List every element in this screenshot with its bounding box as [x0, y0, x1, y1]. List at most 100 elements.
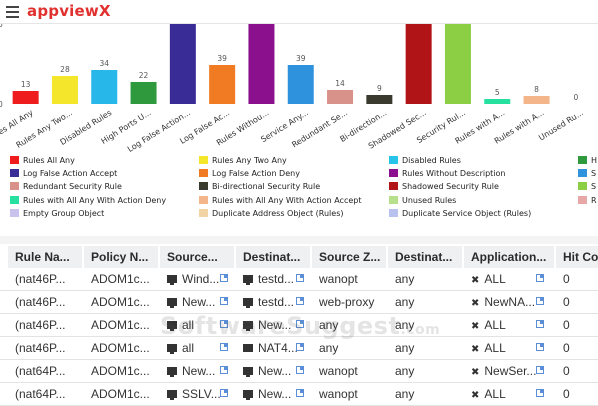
cell-source: SSLV... [160, 383, 236, 406]
column-header-7[interactable]: Application... [464, 246, 556, 268]
legend-item-6[interactable]: Log False Action Deny [199, 168, 300, 179]
column-header-2[interactable]: Policy N... [84, 246, 160, 268]
cell-destination: testd... [236, 291, 312, 314]
legend-item-9[interactable]: Redundant Security Rule [10, 181, 122, 192]
legend-item-14[interactable]: Rules with All Any With Action Accept [199, 195, 362, 206]
bar-8[interactable] [287, 65, 314, 104]
destination: New... [258, 387, 292, 401]
open-link-icon[interactable] [536, 274, 544, 282]
legend-item-1[interactable]: Rules All Any [10, 155, 75, 166]
open-link-icon[interactable] [536, 320, 544, 328]
table-row[interactable]: (nat46P... ADOM1c... Wind... testd... wanopt… [0, 268, 598, 291]
open-link-icon[interactable] [296, 320, 304, 328]
legend-item-12[interactable]: S [578, 181, 596, 192]
open-link-icon[interactable] [220, 343, 228, 351]
bar-1[interactable] [12, 91, 39, 104]
y-tick-label-zero: 0 [0, 100, 3, 109]
hit-count: 0 [563, 318, 570, 332]
legend-swatch [389, 169, 398, 178]
legend-label: Rules with All Any With Action Deny [23, 195, 167, 205]
open-link-icon[interactable] [220, 297, 228, 305]
legend-item-18[interactable]: Duplicate Address Object (Rules) [199, 208, 343, 219]
cell-destination: testd... [236, 268, 312, 291]
legend-swatch [389, 182, 398, 191]
open-link-icon[interactable] [536, 297, 544, 305]
table-row[interactable]: (nat64P... ADOM1c... New... New... wanopt any… [0, 360, 598, 383]
open-link-icon[interactable] [296, 274, 304, 282]
cell-hit-count: 0 [556, 314, 598, 337]
bar-6[interactable] [209, 65, 236, 104]
legend-item-3[interactable]: Disabled Rules [389, 155, 461, 166]
column-header-6[interactable]: Destinat... [388, 246, 464, 268]
table-row[interactable]: (nat46P... ADOM1c... all NAT4... any any ✖ ALL 0 [0, 337, 598, 360]
application: NewNA... [484, 295, 536, 309]
open-link-icon[interactable] [220, 274, 228, 282]
table-row[interactable]: (nat64P... ADOM1c... SSLV... New... wanopt an… [0, 383, 598, 406]
destination-zone: any [395, 341, 415, 355]
legend-swatch [199, 208, 208, 217]
bar-10[interactable] [366, 95, 393, 104]
legend-item-17[interactable]: Empty Group Object [10, 208, 104, 219]
source: New... [182, 295, 216, 309]
legend-item-11[interactable]: Shadowed Security Rule [389, 181, 499, 192]
open-link-icon[interactable] [220, 389, 228, 397]
bar-2[interactable] [51, 76, 78, 104]
open-link-icon[interactable] [536, 343, 544, 351]
bar-4[interactable] [130, 82, 157, 104]
legend-item-19[interactable]: Duplicate Service Object (Rules) [389, 208, 531, 219]
cell-policy-name: ADOM1c... [84, 383, 160, 406]
column-header-5[interactable]: Source Z... [312, 246, 388, 268]
column-header-8[interactable]: Hit Co [556, 246, 598, 268]
legend-label: R [591, 195, 597, 205]
category-label-15: Unused Ru... [537, 108, 585, 142]
data-label-2: 28 [60, 65, 70, 74]
open-link-icon[interactable] [296, 389, 304, 397]
cell-destination-zone: any [388, 337, 464, 360]
section-divider [0, 236, 598, 244]
bar-13[interactable] [484, 99, 511, 104]
bar-12[interactable] [444, 24, 471, 104]
legend-item-2[interactable]: Rules Any Two Any [199, 155, 287, 166]
appviewx-logo[interactable]: appviewX [27, 2, 111, 20]
bar-7[interactable] [248, 24, 275, 104]
legend-swatch [389, 208, 398, 217]
source: Wind... [182, 272, 220, 286]
cell-source: all [160, 337, 236, 360]
table-row[interactable]: (nat46P... ADOM1c... all New... any any ✖ ALL 0 [0, 314, 598, 337]
open-link-icon[interactable] [220, 320, 228, 328]
legend-label: Unused Rules [402, 195, 457, 205]
column-header-3[interactable]: Source... [160, 246, 236, 268]
source: New... [182, 364, 216, 378]
legend-item-4[interactable]: H [578, 155, 597, 166]
cell-application: ✖ ALL [464, 268, 556, 291]
column-header-4[interactable]: Destinat... [236, 246, 312, 268]
open-link-icon[interactable] [536, 389, 544, 397]
monitor-icon [167, 275, 177, 285]
legend-item-16[interactable]: R [578, 195, 597, 206]
chart-legend: Rules All Any Rules Any Two Any Disabled R… [0, 155, 598, 225]
source: all [182, 341, 195, 355]
table-row[interactable]: (nat46P... ADOM1c... New... testd... web-pro… [0, 291, 598, 314]
cell-destination-zone: any [388, 291, 464, 314]
bar-11[interactable] [405, 24, 432, 104]
legend-item-7[interactable]: Rules Without Description [389, 168, 506, 179]
open-link-icon[interactable] [296, 366, 304, 374]
open-link-icon[interactable] [536, 366, 544, 374]
legend-item-5[interactable]: Log False Action Accept [10, 168, 117, 179]
destination-zone: any [395, 364, 415, 378]
legend-item-13[interactable]: Rules with All Any With Action Deny [10, 195, 166, 206]
open-link-icon[interactable] [296, 297, 304, 305]
bar-14[interactable] [523, 96, 550, 104]
column-header-1[interactable]: Rule Na... [8, 246, 84, 268]
cell-destination-zone: any [388, 268, 464, 291]
legend-item-15[interactable]: Unused Rules [389, 195, 456, 206]
legend-item-8[interactable]: S [578, 168, 596, 179]
legend-label: Log False Action Accept [23, 169, 118, 179]
open-link-icon[interactable] [220, 366, 228, 374]
bar-3[interactable] [91, 70, 118, 104]
bar-5[interactable] [169, 24, 196, 104]
hamburger-menu-icon[interactable] [6, 6, 19, 18]
legend-item-10[interactable]: Bi-directional Security Rule [199, 181, 320, 192]
open-link-icon[interactable] [296, 343, 304, 351]
bar-9[interactable] [327, 90, 354, 104]
